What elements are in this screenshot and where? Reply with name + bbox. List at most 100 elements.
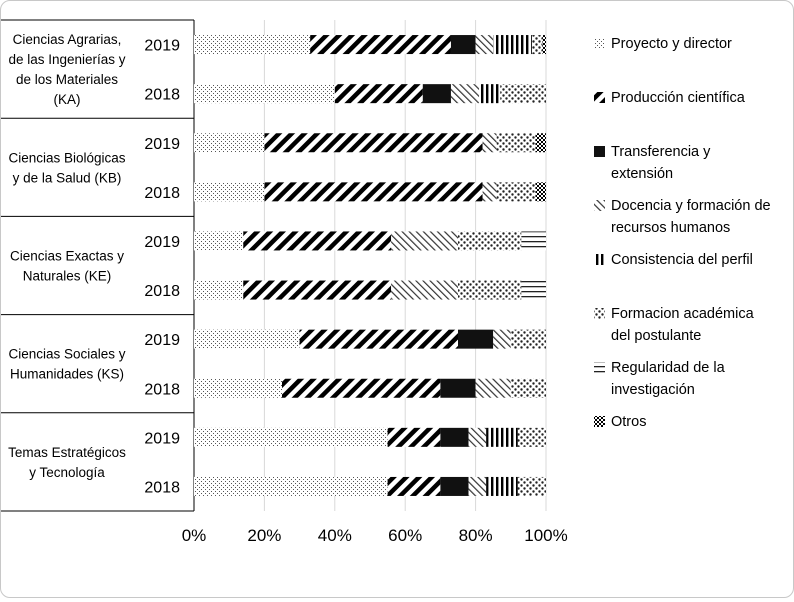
bar-segment [482, 133, 497, 153]
category-label: Ciencias Biológicas [8, 150, 125, 165]
bar-segment [486, 427, 518, 447]
bar-segment [510, 378, 546, 398]
category-label: y de la Salud (KB) [13, 170, 122, 185]
legend-label: Consistencia del perfil [611, 252, 753, 268]
category-label: de los Materiales [16, 72, 118, 87]
x-tick-label: 80% [459, 526, 493, 545]
bar-segment [194, 182, 265, 202]
bar-segment [535, 133, 546, 153]
x-axis-ticks: 0% 20% 40% 60% 80% 100% [182, 526, 568, 545]
legend-swatch [594, 308, 605, 319]
bar-segment [243, 231, 392, 251]
bar-segment [264, 182, 483, 202]
bar-segment [468, 427, 487, 447]
year-label: 2018 [144, 381, 180, 398]
legend-swatch [594, 362, 605, 373]
bar-segment [194, 329, 300, 349]
bar-segment [194, 280, 244, 300]
category-label: Ciencias Agrarias, [13, 32, 122, 47]
category-label: Humanidades (KS) [10, 367, 124, 382]
category-label: y Tecnología [29, 465, 105, 480]
bar-segment [194, 427, 388, 447]
year-label: 2018 [144, 87, 180, 104]
category-labels: Ciencias Agrarias, de las Ingenierías y de… [1, 19, 195, 512]
bar-segment [194, 231, 244, 251]
bar-segment [450, 35, 476, 55]
legend-swatch [594, 92, 605, 103]
legend-label: Docencia y formación de [611, 198, 771, 214]
legend-label: Formacion académica [611, 306, 755, 322]
bar-segment [282, 378, 441, 398]
x-tick-label: 40% [318, 526, 352, 545]
bars [194, 35, 546, 496]
bar-segment [391, 280, 458, 300]
legend-label: recursos humanos [611, 220, 730, 236]
bar-segment [517, 476, 546, 496]
legend-swatch [594, 254, 605, 265]
legend-swatch [594, 146, 605, 157]
bar-segment [486, 476, 518, 496]
bar-segment [493, 35, 532, 55]
bar-segment [475, 378, 511, 398]
bar-segment [496, 182, 536, 202]
year-label: 2019 [144, 234, 180, 251]
bar-segment [334, 84, 423, 104]
bar-segment [521, 231, 546, 251]
legend-swatch [594, 200, 605, 211]
year-label: 2018 [144, 185, 180, 202]
bar-segment [458, 329, 494, 349]
bar-segment [500, 84, 546, 104]
x-tick-label: 60% [388, 526, 422, 545]
bar-segment [496, 133, 536, 153]
bar-segment [422, 84, 451, 104]
bar-segment [458, 231, 522, 251]
year-label: 2019 [144, 332, 180, 349]
bar-segment [440, 476, 469, 496]
legend-label: del postulante [611, 328, 701, 344]
x-tick-label: 0% [182, 526, 207, 545]
bar-segment [542, 35, 546, 55]
bar-segment [194, 133, 265, 153]
x-tick-label: 20% [247, 526, 281, 545]
year-label: 2018 [144, 283, 180, 300]
legend-swatch [594, 416, 605, 427]
bar-segment [440, 427, 469, 447]
category-label: Ciencias Exactas y [10, 249, 124, 264]
bar-segment [194, 35, 311, 55]
bar-segment [264, 133, 483, 153]
bar-segment [310, 35, 451, 55]
legend-label: investigación [611, 382, 695, 398]
category-label: Naturales (KE) [23, 269, 112, 284]
legend-label: Regularidad de la [611, 360, 726, 376]
bar-segment [475, 35, 494, 55]
bar-segment [440, 378, 476, 398]
legend: Proyecto y director Producción científica… [594, 36, 771, 430]
legend-label: Proyecto y director [611, 36, 732, 52]
bar-segment [510, 329, 546, 349]
category-label: Temas Estratégicos [8, 445, 126, 460]
bar-segment [299, 329, 458, 349]
bar-segment [517, 427, 546, 447]
bar-segment [482, 182, 497, 202]
bar-segment [387, 427, 441, 447]
bar-segment [450, 84, 480, 104]
category-label: Ciencias Sociales y [8, 347, 125, 362]
bar-segment [458, 280, 522, 300]
bar-segment [531, 35, 543, 55]
year-label: 2019 [144, 38, 180, 55]
bar-segment [194, 84, 335, 104]
legend-label: extensión [611, 166, 673, 182]
bar-segment [387, 476, 441, 496]
year-label: 2018 [144, 479, 180, 496]
x-tick-label: 100% [524, 526, 567, 545]
bar-segment [243, 280, 392, 300]
category-label: de las Ingenierías y [8, 52, 125, 67]
legend-label: Otros [611, 414, 646, 430]
bar-segment [391, 231, 458, 251]
category-label: (KA) [54, 92, 81, 107]
bar-segment [493, 329, 511, 349]
year-label: 2019 [144, 430, 180, 447]
legend-label: Producción científica [611, 90, 746, 106]
